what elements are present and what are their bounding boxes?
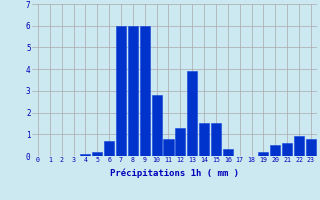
Bar (306, 139, 316, 156)
Bar (116, 26, 126, 156)
Bar (282, 143, 292, 156)
Bar (104, 141, 114, 156)
Bar (140, 26, 150, 156)
Bar (258, 152, 268, 156)
X-axis label: Précipitations 1h ( mm ): Précipitations 1h ( mm ) (110, 169, 239, 178)
Bar (211, 123, 221, 156)
Bar (164, 139, 173, 156)
Bar (128, 26, 138, 156)
Bar (199, 123, 209, 156)
Bar (294, 136, 304, 156)
Bar (175, 128, 185, 156)
Bar (92, 152, 102, 156)
Bar (223, 149, 233, 156)
Bar (187, 71, 197, 156)
Bar (152, 95, 162, 156)
Bar (270, 145, 280, 156)
Bar (80, 154, 91, 156)
